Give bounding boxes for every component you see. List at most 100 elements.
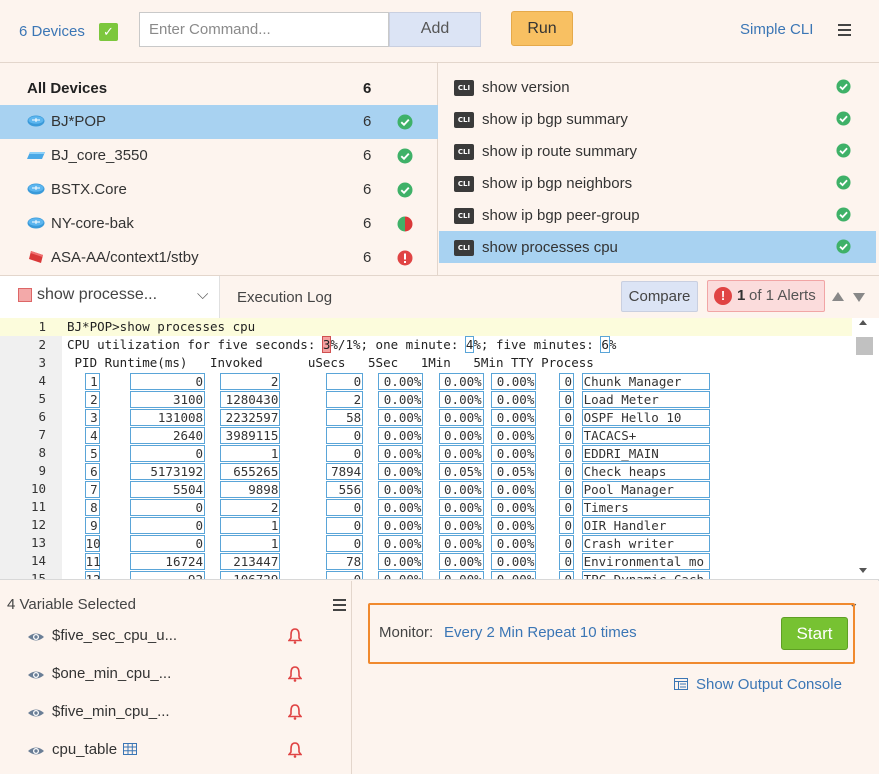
table-cell-m1: 0.00% bbox=[438, 409, 484, 426]
eye-icon[interactable] bbox=[27, 669, 45, 681]
success-check-icon bbox=[397, 182, 413, 198]
table-cell-runtime: 2640 bbox=[129, 427, 206, 444]
table-cell-usecs: 0 bbox=[325, 571, 364, 579]
line-number: 10 bbox=[30, 481, 46, 496]
highlighted-value: 4 bbox=[464, 336, 475, 353]
compare-button[interactable]: Compare bbox=[621, 281, 698, 312]
bell-alert-icon[interactable] bbox=[288, 666, 302, 682]
scroll-thumb[interactable] bbox=[856, 337, 873, 355]
device-count-link[interactable]: 6 Devices bbox=[19, 23, 85, 40]
line-number: 3 bbox=[38, 355, 46, 370]
command-output-select[interactable]: show processe... ⌵ bbox=[0, 276, 220, 318]
table-row: 14 11 16724 213447 78 0.00% 0.00% 0.00% 0 Environ… bbox=[0, 552, 852, 570]
table-cell-usecs: 0 bbox=[325, 373, 364, 390]
table-cell-proc: TPC Dynamic Cach bbox=[581, 571, 710, 579]
monitor-schedule-link[interactable]: Every 2 Min Repeat 10 times bbox=[444, 624, 637, 641]
chevron-down-icon: ⌵ bbox=[197, 286, 209, 303]
add-button[interactable]: Add bbox=[389, 12, 481, 47]
table-cell-tty: 0 bbox=[558, 571, 575, 579]
command-input[interactable] bbox=[139, 12, 389, 47]
router-icon bbox=[27, 115, 45, 127]
next-alert-icon[interactable] bbox=[853, 293, 865, 302]
table-cell-m1: 0.00% bbox=[438, 373, 484, 390]
variables-panel: 4 Variable Selected $five_sec_cpu_u... $o… bbox=[0, 581, 352, 774]
monitor-label: Monitor: bbox=[379, 624, 434, 641]
start-button[interactable]: Start bbox=[781, 617, 848, 650]
scroll-down-icon[interactable] bbox=[859, 568, 867, 573]
device-row[interactable]: BJ*POP 6 bbox=[0, 105, 438, 139]
command-row[interactable]: CLI show ip bgp neighbors bbox=[439, 167, 876, 199]
command-row[interactable]: CLI show ip bgp summary bbox=[439, 103, 876, 135]
monitor-panel bbox=[353, 581, 879, 774]
previous-alert-icon[interactable] bbox=[832, 292, 844, 301]
table-cell-proc: TACACS+ bbox=[581, 427, 710, 444]
command-row[interactable]: CLI show processes cpu bbox=[439, 231, 876, 263]
bell-alert-icon[interactable] bbox=[288, 742, 302, 758]
command-row[interactable]: CLI show ip route summary bbox=[439, 135, 876, 167]
device-row[interactable]: ASA-AA/context1/stby 6 bbox=[0, 241, 438, 275]
variables-menu-icon[interactable] bbox=[333, 599, 346, 611]
table-cell-m5: 0.00% bbox=[491, 445, 537, 462]
device-name: ASA-AA/context1/stby bbox=[51, 249, 199, 266]
console-icon[interactable] bbox=[674, 678, 688, 690]
device-row[interactable]: BSTX.Core 6 bbox=[0, 173, 438, 207]
highlighted-value: 3 bbox=[321, 336, 332, 353]
output-doc-icon bbox=[18, 288, 32, 302]
success-check-icon bbox=[836, 239, 851, 254]
code-line: 1 BJ*POP>show processes cpu bbox=[0, 318, 852, 336]
eye-icon[interactable] bbox=[27, 631, 45, 643]
table-cell-m1: 0.00% bbox=[438, 535, 484, 552]
table-cell-proc: Load Meter bbox=[581, 391, 710, 408]
table-cell-m5: 0.00% bbox=[491, 499, 537, 516]
output-scrollbar[interactable] bbox=[852, 318, 879, 579]
code-text: BJ*POP>show processes cpu bbox=[67, 319, 256, 334]
commands-panel: CLI show version CLI show ip bgp summary CLI… bbox=[439, 63, 879, 275]
line-number: 11 bbox=[30, 499, 46, 514]
show-output-console-link[interactable]: Show Output Console bbox=[696, 676, 842, 693]
simple-cli-link[interactable]: Simple CLI bbox=[740, 21, 814, 38]
table-row: 8 5 0 1 0 0.00% 0.00% 0.00% 0 EDDRI_MAIN bbox=[0, 444, 852, 462]
command-label: show ip bgp summary bbox=[482, 111, 628, 128]
variable-row[interactable]: $five_sec_cpu_u... bbox=[0, 623, 352, 653]
variable-row[interactable]: $one_min_cpu_... bbox=[0, 661, 352, 691]
device-row[interactable]: BJ_core_3550 6 bbox=[0, 139, 438, 173]
table-row: 11 8 0 2 0 0.00% 0.00% 0.00% 0 Timers bbox=[0, 498, 852, 516]
table-cell-tty: 0 bbox=[558, 517, 575, 534]
table-cell-usecs: 0 bbox=[325, 445, 364, 462]
device-command-count: 6 bbox=[363, 147, 372, 164]
variable-name-text: $five_sec_cpu_u... bbox=[52, 627, 178, 644]
output-code-view[interactable]: 1 BJ*POP>show processes cpu 2 CPU utilizati… bbox=[0, 318, 879, 580]
line-number: 2 bbox=[38, 337, 46, 352]
hamburger-menu-icon[interactable] bbox=[838, 24, 851, 36]
table-cell-pid: 7 bbox=[84, 481, 100, 498]
variable-row[interactable]: cpu_table bbox=[0, 737, 352, 767]
table-row: 10 7 5504 9898 556 0.00% 0.00% 0.00% 0 Pool Manag… bbox=[0, 480, 852, 498]
eye-icon[interactable] bbox=[27, 745, 45, 757]
alerts-button[interactable]: ! 1 of 1 Alerts bbox=[707, 280, 825, 312]
router-icon bbox=[27, 217, 45, 229]
table-row: 9 6 5173192 655265 7894 0.00% 0.05% 0.05% 0 Check… bbox=[0, 462, 852, 480]
command-row[interactable]: CLI show version bbox=[439, 71, 876, 103]
device-row[interactable]: NY-core-bak 6 bbox=[0, 207, 438, 241]
run-button[interactable]: Run bbox=[511, 11, 573, 46]
tab-execution-log[interactable]: Execution Log bbox=[237, 289, 333, 306]
table-cell-pid: 12 bbox=[84, 571, 101, 579]
code-text: PID Runtime(ms) Invoked uSecs 5Sec 1Min … bbox=[67, 355, 594, 370]
collapse-chevron-icon[interactable]: ⌄ bbox=[848, 595, 859, 610]
table-cell-proc: Check heaps bbox=[581, 463, 710, 480]
variables-title: 4 Variable Selected bbox=[7, 596, 136, 613]
variable-row[interactable]: $five_min_cpu_... bbox=[0, 699, 352, 729]
check-icon[interactable]: ✓ bbox=[99, 23, 118, 41]
eye-icon[interactable] bbox=[27, 707, 45, 719]
all-devices-label[interactable]: All Devices bbox=[27, 80, 108, 97]
command-row[interactable]: CLI show ip bgp peer-group bbox=[439, 199, 876, 231]
error-alert-icon bbox=[397, 250, 413, 266]
table-cell-runtime: 16724 bbox=[129, 553, 206, 570]
bell-alert-icon[interactable] bbox=[288, 704, 302, 720]
table-cell-tty: 0 bbox=[558, 535, 575, 552]
device-command-count: 6 bbox=[363, 249, 372, 266]
table-cell-runtime: 5504 bbox=[129, 481, 206, 498]
bell-alert-icon[interactable] bbox=[288, 628, 302, 644]
scroll-up-icon[interactable] bbox=[859, 320, 867, 325]
alerts-count: 1 bbox=[737, 287, 746, 304]
